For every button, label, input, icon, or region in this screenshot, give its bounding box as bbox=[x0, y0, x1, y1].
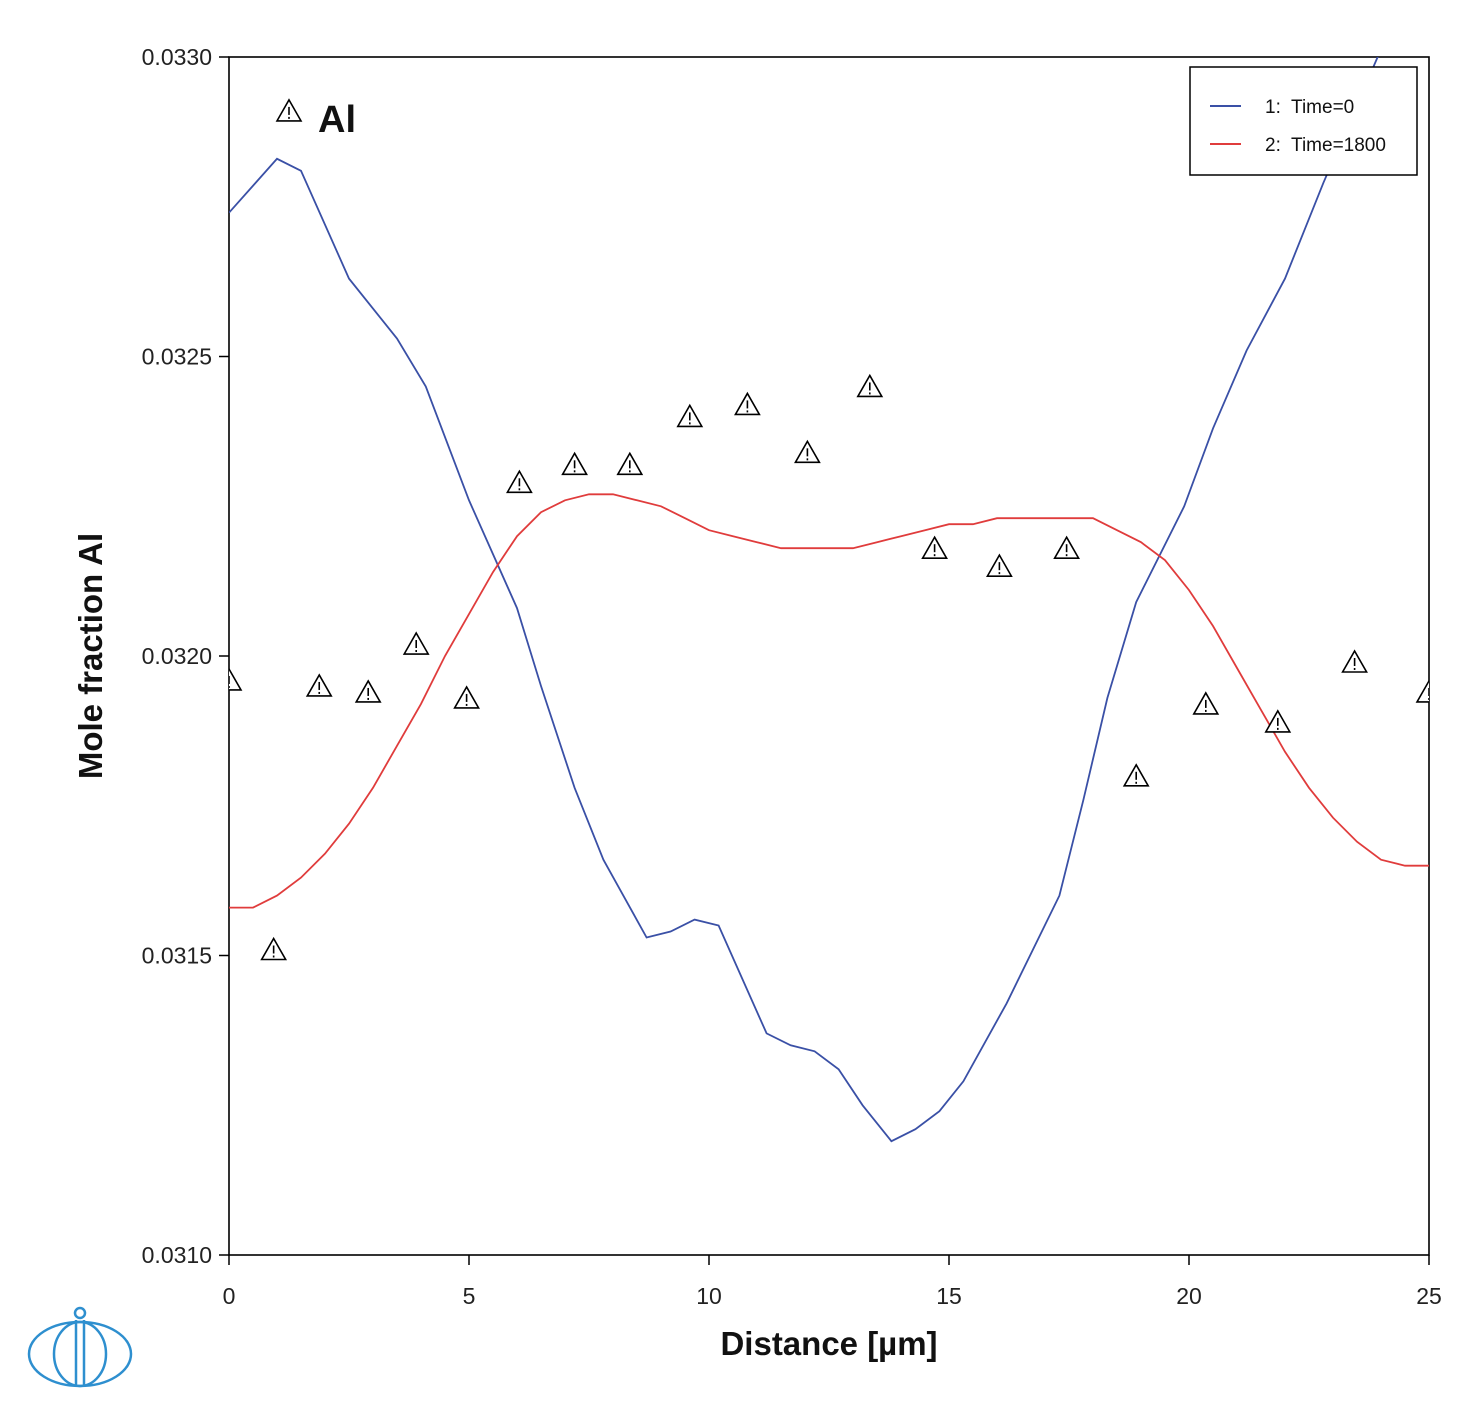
x-tick-label: 20 bbox=[1176, 1283, 1202, 1309]
legend-label-time-0: 1: Time=0 bbox=[1265, 97, 1354, 118]
x-tick-label: 0 bbox=[223, 1283, 236, 1309]
y-tick-label: 0.0330 bbox=[142, 44, 212, 70]
y-tick-label: 0.0325 bbox=[142, 344, 212, 370]
data-marker bbox=[453, 685, 480, 709]
data-marker bbox=[402, 631, 430, 655]
data-marker bbox=[275, 98, 303, 122]
data-marker bbox=[734, 391, 761, 416]
data-marker bbox=[1122, 763, 1150, 787]
data-marker bbox=[260, 936, 288, 961]
data-marker bbox=[794, 439, 821, 464]
y-axis-title: Mole fraction Al bbox=[72, 533, 109, 779]
y-tick-label: 0.0315 bbox=[142, 943, 212, 969]
data-marker bbox=[856, 373, 884, 398]
data-marker bbox=[616, 451, 644, 476]
x-axis: 0 5 10 15 20 25 bbox=[223, 1255, 1442, 1309]
data-marker bbox=[1415, 679, 1429, 703]
data-marker bbox=[1053, 535, 1080, 559]
data-marker bbox=[1341, 649, 1368, 673]
data-marker bbox=[229, 667, 243, 691]
x-tick-label: 25 bbox=[1416, 1283, 1442, 1309]
plot-area bbox=[228, 56, 1430, 1256]
y-tick-label: 0.0310 bbox=[142, 1242, 212, 1268]
y-axis: 0.0310 0.0315 0.0320 0.0325 0.0330 bbox=[142, 44, 229, 1268]
x-tick-label: 10 bbox=[696, 1283, 722, 1309]
legend-label-time-1800: 2: Time=1800 bbox=[1265, 135, 1386, 156]
data-marker bbox=[561, 451, 588, 476]
data-marker bbox=[921, 535, 948, 559]
legend-box bbox=[1189, 66, 1418, 176]
data-marker bbox=[305, 673, 333, 697]
y-tick-label: 0.0320 bbox=[142, 643, 212, 669]
thermo-calc-logo bbox=[27, 1306, 133, 1388]
data-marker bbox=[1264, 709, 1292, 733]
marker-group bbox=[229, 98, 1429, 961]
element-annotation: Al bbox=[318, 99, 356, 141]
data-marker bbox=[1192, 691, 1220, 715]
data-marker bbox=[506, 469, 533, 494]
x-tick-label: 15 bbox=[936, 1283, 962, 1309]
data-marker bbox=[676, 403, 704, 428]
data-marker bbox=[354, 679, 382, 703]
series-line-0 bbox=[229, 57, 1379, 1143]
x-tick-label: 5 bbox=[463, 1283, 476, 1309]
series-line-1 bbox=[229, 493, 1429, 909]
x-axis-title: Distance [µm] bbox=[720, 1325, 937, 1362]
legend: 1: Time=0 2: Time=1800 bbox=[1189, 66, 1418, 176]
data-marker bbox=[986, 553, 1013, 577]
series-group bbox=[229, 57, 1429, 1143]
